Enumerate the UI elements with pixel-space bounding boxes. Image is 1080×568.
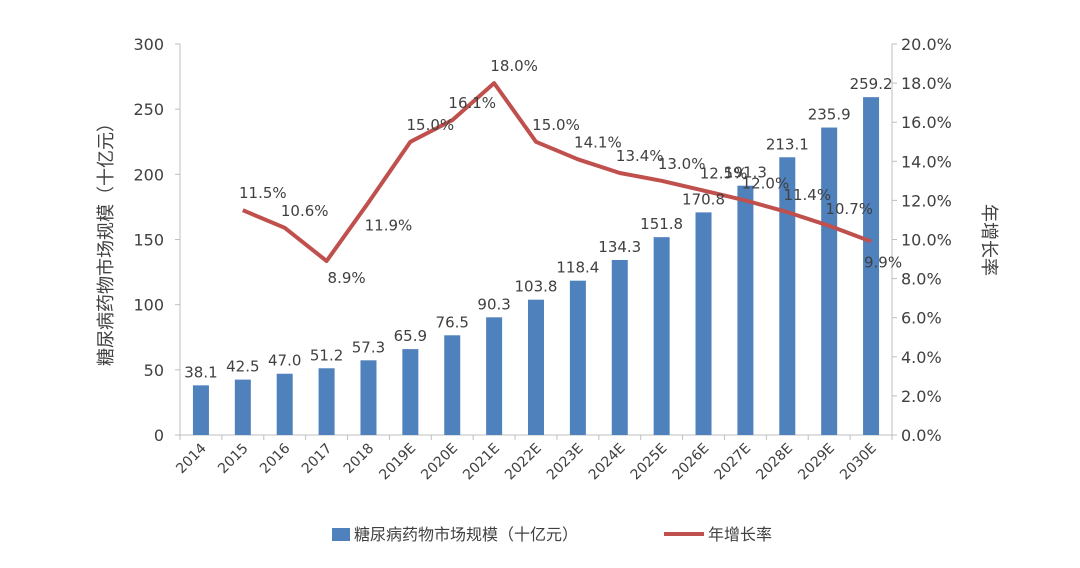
bar-data-label: 259.2 xyxy=(850,75,893,93)
y-tick-label: 100 xyxy=(133,296,164,315)
bar-data-label: 151.8 xyxy=(640,215,683,233)
line-data-label: 16.1% xyxy=(448,94,496,112)
y2-tick-label: 4.0% xyxy=(901,348,942,367)
y2-tick-label: 14.0% xyxy=(901,152,952,171)
y2-tick-label: 0.0% xyxy=(901,426,942,445)
y-tick-label: 200 xyxy=(133,165,164,184)
line-data-label: 11.4% xyxy=(783,186,831,204)
bar-data-label: 51.2 xyxy=(310,346,343,364)
x-tick-label: 2029E xyxy=(795,441,838,484)
bar-data-label: 170.8 xyxy=(682,190,725,208)
bar xyxy=(821,127,838,435)
bar xyxy=(402,349,419,435)
line-data-label: 14.1% xyxy=(574,133,622,151)
x-tick-label: 2016 xyxy=(257,440,294,477)
line-data-label: 11.5% xyxy=(239,184,287,202)
line-data-label: 11.9% xyxy=(365,216,413,234)
line-data-label: 15.0% xyxy=(407,116,455,134)
y2-tick-label: 20.0% xyxy=(901,35,952,54)
bar xyxy=(611,259,628,435)
bar xyxy=(444,335,461,435)
bar-data-label: 191.3 xyxy=(724,164,767,182)
y2-tick-label: 6.0% xyxy=(901,309,942,328)
x-tick-label: 2017 xyxy=(299,441,336,478)
bar xyxy=(653,237,670,435)
x-tick-label: 2015 xyxy=(215,441,252,478)
y2-axis-title: 年增长率 xyxy=(978,204,999,276)
bar xyxy=(863,97,880,436)
x-tick-label: 2026E xyxy=(670,441,713,484)
bar xyxy=(569,280,586,435)
legend: 糖尿病药物市场规模（十亿元） 年增长率 xyxy=(332,525,772,544)
line-data-label: 8.9% xyxy=(328,269,366,287)
bar-data-label: 90.3 xyxy=(477,295,510,313)
line-data-label: 13.0% xyxy=(658,155,706,173)
y-tick-label: 300 xyxy=(133,35,164,54)
bar xyxy=(318,368,335,435)
bar-data-label: 235.9 xyxy=(808,106,851,124)
x-tick-label: 2018 xyxy=(341,441,378,478)
bar-data-label: 57.3 xyxy=(352,338,385,356)
bar xyxy=(360,360,377,435)
line-data-label: 10.6% xyxy=(281,202,329,220)
legend-bar-swatch xyxy=(332,528,350,541)
bar-data-label: 38.1 xyxy=(184,363,217,381)
bar xyxy=(486,317,503,435)
x-tick-label: 2021E xyxy=(460,441,503,484)
y-axis-title: 糖尿病药物市场规模（十亿元） xyxy=(96,114,117,366)
y-tick-label: 150 xyxy=(133,231,164,250)
bar-data-label: 42.5 xyxy=(226,358,259,376)
y-tick-label: 0 xyxy=(154,426,164,445)
y2-tick-label: 18.0% xyxy=(901,74,952,93)
bar-series xyxy=(192,97,880,436)
legend-bar-label: 糖尿病药物市场规模（十亿元） xyxy=(354,525,578,544)
x-tick-label: 2025E xyxy=(628,441,671,484)
bar xyxy=(779,157,796,435)
legend-line-label: 年增长率 xyxy=(708,525,772,544)
bar xyxy=(192,385,209,435)
bar xyxy=(276,373,293,435)
bar-data-label: 76.5 xyxy=(436,313,469,331)
y-tick-label: 50 xyxy=(144,361,164,380)
bar-data-label: 213.1 xyxy=(766,135,809,153)
x-tick-label: 2024E xyxy=(586,441,629,484)
growth-line xyxy=(242,81,872,263)
x-tick-label: 2030E xyxy=(837,441,880,484)
bar xyxy=(234,379,251,435)
line-data-label: 10.7% xyxy=(825,200,873,218)
bar-data-label: 103.8 xyxy=(515,278,558,296)
bar xyxy=(528,299,544,435)
y2-tick-label: 8.0% xyxy=(901,270,942,289)
bar xyxy=(695,212,712,435)
bar-data-label: 65.9 xyxy=(394,327,427,345)
line-series xyxy=(242,81,872,263)
bar-data-label: 118.4 xyxy=(556,259,599,277)
y2-tick-label: 2.0% xyxy=(901,387,942,406)
y-tick-label: 250 xyxy=(133,100,164,119)
x-tick-label: 2020E xyxy=(418,441,461,484)
x-tick-label: 2019E xyxy=(376,441,419,484)
line-data-label: 12.5% xyxy=(700,165,748,183)
y2-tick-label: 16.0% xyxy=(901,113,952,132)
y2-tick-label: 10.0% xyxy=(901,231,952,250)
x-tick-label: 2028E xyxy=(753,441,796,484)
line-data-label: 12.0% xyxy=(742,174,790,192)
bar xyxy=(737,185,754,435)
x-tick-label: 2022E xyxy=(502,441,545,484)
y2-tick-label: 12.0% xyxy=(901,191,952,210)
bar-data-label: 47.0 xyxy=(268,352,301,370)
x-tick-label: 2023E xyxy=(544,441,587,484)
x-tick-label: 2027E xyxy=(711,441,754,484)
data-labels: 38.1 42.5 47.0 51.2 57.3 65.9 76.5 90.3 103.8118… xyxy=(184,57,902,381)
line-data-label: 9.9% xyxy=(864,253,902,271)
bar-data-label: 134.3 xyxy=(598,238,641,256)
line-data-label: 15.0% xyxy=(532,116,580,134)
line-data-label: 18.0% xyxy=(490,57,538,75)
line-data-label: 13.4% xyxy=(616,147,664,165)
x-tick-label: 2014 xyxy=(173,440,210,477)
